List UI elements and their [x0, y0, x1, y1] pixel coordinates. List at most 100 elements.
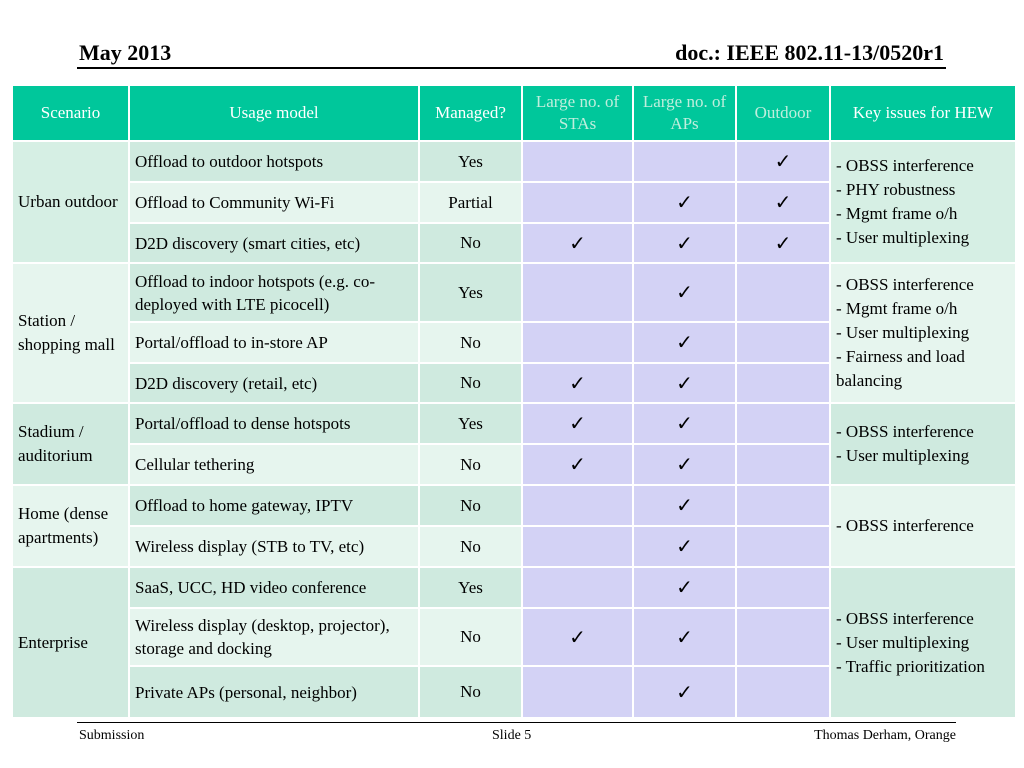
table-row: Home (dense apartments) Offload to home g… — [11, 484, 1017, 568]
key-issues-cell: - OBSS interference - Mgmt frame o/h - Use… — [829, 262, 1017, 404]
key-issue-item: - Fairness and load balancing — [836, 347, 965, 390]
key-issue-item: - OBSS interference — [836, 275, 974, 294]
usage-model-cell: Wireless display (STB to TV, etc) — [128, 525, 420, 568]
outdoor-check-cell — [735, 402, 831, 445]
stas-check-cell: ✓ — [521, 443, 634, 486]
usage-model-cell: SaaS, UCC, HD video conference — [128, 566, 420, 609]
table-row: Portal/offload to in-store AP No ✓ — [12, 321, 1016, 364]
key-issues-cell: - OBSS interference - User multiplexing - … — [829, 566, 1017, 719]
stas-check-cell — [521, 140, 634, 183]
checkmark-icon: ✓ — [676, 495, 693, 517]
checkmark-icon: ✓ — [676, 282, 693, 304]
table-row: Enterprise SaaS, UCC, HD video conference… — [11, 566, 1017, 719]
usage-model-cell: Offload to outdoor hotspots — [128, 140, 420, 183]
usage-model-cell: Portal/offload to in-store AP — [128, 321, 420, 364]
stas-check-cell — [521, 321, 634, 364]
aps-check-cell: ✓ — [632, 321, 737, 364]
aps-check-cell: ✓ — [632, 525, 737, 568]
footer-divider — [77, 722, 956, 723]
aps-check-cell: ✓ — [632, 443, 737, 486]
checkmark-icon: ✓ — [676, 577, 693, 599]
key-issues-cell: - OBSS interference - User multiplexing — [829, 402, 1017, 486]
outdoor-check-cell — [735, 566, 831, 609]
col-header-usage-model: Usage model — [128, 84, 420, 142]
stas-check-cell — [521, 262, 634, 323]
outdoor-check-cell — [735, 321, 831, 364]
managed-cell: No — [418, 321, 523, 364]
col-header-outdoor: Outdoor — [735, 84, 831, 142]
usage-model-cell: Offload to indoor hotspots (e.g. co-depl… — [128, 262, 420, 323]
checkmark-icon: ✓ — [676, 626, 693, 649]
managed-cell: No — [418, 443, 523, 486]
usage-model-cell: Offload to home gateway, IPTV — [128, 484, 420, 527]
checkmark-icon: ✓ — [676, 536, 693, 558]
outdoor-check-cell — [735, 362, 831, 404]
key-issues-cell: - OBSS interference - PHY robustness - Mgm… — [829, 140, 1017, 264]
checkmark-icon: ✓ — [569, 372, 586, 395]
key-issue-item: - OBSS interference — [836, 608, 974, 628]
key-issues-cell: - OBSS interference — [829, 484, 1017, 568]
usage-model-cell: D2D discovery (smart cities, etc) — [128, 222, 420, 264]
key-issue-item: - User multiplexing — [836, 323, 970, 342]
footer-submission: Submission — [79, 728, 145, 743]
col-header-key-issues: Key issues for HEW — [829, 84, 1017, 142]
scenario-cell: Urban outdoor — [11, 140, 130, 264]
managed-cell: Yes — [418, 402, 523, 445]
outdoor-check-cell — [735, 262, 831, 323]
usage-model-cell: Wireless display (desktop, projector), s… — [128, 607, 420, 667]
checkmark-icon: ✓ — [676, 332, 693, 354]
key-issue-item: - User multiplexing — [836, 632, 970, 652]
managed-cell: No — [418, 525, 523, 568]
stas-check-cell — [521, 665, 634, 719]
checkmark-icon: ✓ — [569, 413, 586, 435]
col-header-large-aps: Large no. of APs — [632, 84, 737, 142]
usage-model-cell: D2D discovery (retail, etc) — [128, 362, 420, 404]
checkmark-icon: ✓ — [569, 232, 586, 255]
stas-check-cell: ✓ — [521, 362, 634, 404]
outdoor-check-cell: ✓ — [735, 140, 831, 183]
table-body: Urban outdoor Offload to outdoor hotspots… — [11, 140, 1017, 719]
usage-model-cell: Portal/offload to dense hotspots — [128, 402, 420, 445]
checkmark-icon: ✓ — [774, 232, 792, 255]
managed-cell: Partial — [418, 181, 523, 224]
header-date: May 2013 — [79, 40, 172, 65]
scenario-cell: Station / shopping mall — [11, 262, 130, 404]
footer-author: Thomas Derham, Orange — [814, 728, 956, 743]
stas-check-cell — [521, 484, 634, 527]
table-row: Offload to Community Wi-Fi Partial ✓ ✓ — [12, 181, 1016, 224]
managed-cell: Yes — [418, 140, 523, 183]
scenario-cell: Enterprise — [11, 566, 130, 719]
header-doc-id: doc.: IEEE 802.11-13/0520r1 — [675, 40, 944, 65]
col-header-scenario: Scenario — [11, 84, 130, 142]
col-header-large-stas: Large no. of STAs — [521, 84, 634, 142]
key-issue-item: - User multiplexing — [836, 228, 970, 247]
checkmark-icon: ✓ — [569, 626, 586, 649]
usage-model-table: Scenario Usage model Managed? Large no. … — [11, 84, 1017, 719]
aps-check-cell: ✓ — [632, 181, 737, 224]
table-row: Private APs (personal, neighbor) No ✓ — [12, 665, 1016, 719]
outdoor-check-cell — [735, 665, 831, 719]
managed-cell: No — [418, 222, 523, 264]
stas-check-cell — [521, 566, 634, 609]
checkmark-icon: ✓ — [676, 192, 693, 214]
header-divider — [77, 67, 946, 69]
outdoor-check-cell — [735, 525, 831, 568]
checkmark-icon: ✓ — [676, 232, 693, 255]
table-row: Urban outdoor Offload to outdoor hotspots… — [11, 140, 1017, 264]
aps-check-cell: ✓ — [632, 484, 737, 527]
key-issue-item: - Traffic prioritization — [836, 656, 985, 676]
table-row: Station / shopping mall Offload to indoor… — [11, 262, 1017, 404]
outdoor-check-cell — [735, 607, 831, 667]
table-row: D2D discovery (retail, etc) No ✓ ✓ — [12, 362, 1016, 404]
col-header-managed: Managed? — [418, 84, 523, 142]
key-issue-item: - OBSS interference — [836, 422, 974, 441]
checkmark-icon: ✓ — [676, 681, 693, 704]
key-issue-item: - OBSS interference — [836, 156, 974, 175]
table-header-row: Scenario Usage model Managed? Large no. … — [11, 84, 1017, 142]
outdoor-check-cell: ✓ — [735, 181, 831, 224]
key-issue-item: - PHY robustness — [836, 180, 956, 199]
outdoor-check-cell — [735, 443, 831, 486]
aps-check-cell: ✓ — [632, 665, 737, 719]
aps-check-cell: ✓ — [632, 607, 737, 667]
managed-cell: No — [418, 362, 523, 404]
